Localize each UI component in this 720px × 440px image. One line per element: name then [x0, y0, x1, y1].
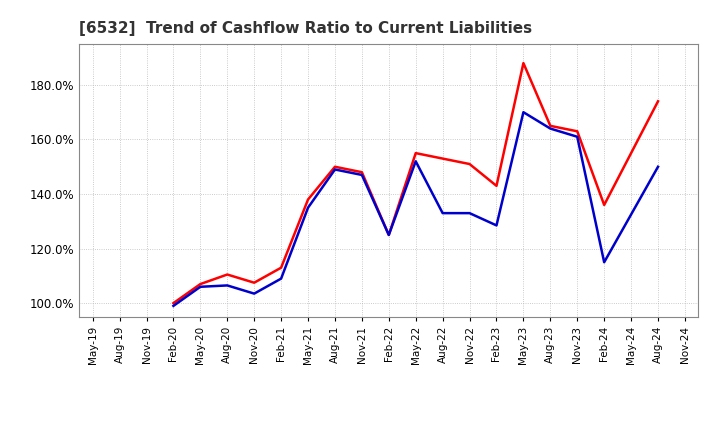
- Free CF to Current Liabilities: [411, 159, 420, 164]
- Operating CF to Current Liabilities: [465, 161, 474, 167]
- Line: Free CF to Current Liabilities: Free CF to Current Liabilities: [174, 112, 658, 306]
- Free CF to Current Liabilities: [492, 223, 501, 228]
- Operating CF to Current Liabilities: [250, 280, 258, 285]
- Free CF to Current Liabilities: [654, 164, 662, 169]
- Free CF to Current Liabilities: [600, 260, 608, 265]
- Operating CF to Current Liabilities: [196, 282, 204, 287]
- Free CF to Current Liabilities: [169, 303, 178, 308]
- Text: [6532]  Trend of Cashflow Ratio to Current Liabilities: [6532] Trend of Cashflow Ratio to Curren…: [79, 21, 532, 36]
- Free CF to Current Liabilities: [438, 210, 447, 216]
- Operating CF to Current Liabilities: [384, 232, 393, 238]
- Operating CF to Current Liabilities: [330, 164, 339, 169]
- Operating CF to Current Liabilities: [411, 150, 420, 156]
- Operating CF to Current Liabilities: [223, 272, 232, 277]
- Free CF to Current Liabilities: [358, 172, 366, 178]
- Operating CF to Current Liabilities: [519, 60, 528, 66]
- Free CF to Current Liabilities: [384, 232, 393, 238]
- Free CF to Current Liabilities: [546, 126, 554, 131]
- Free CF to Current Liabilities: [519, 110, 528, 115]
- Operating CF to Current Liabilities: [600, 202, 608, 208]
- Free CF to Current Liabilities: [276, 276, 285, 281]
- Operating CF to Current Liabilities: [546, 123, 554, 128]
- Operating CF to Current Liabilities: [304, 197, 312, 202]
- Operating CF to Current Liabilities: [358, 169, 366, 175]
- Free CF to Current Liabilities: [196, 284, 204, 290]
- Operating CF to Current Liabilities: [276, 265, 285, 270]
- Operating CF to Current Liabilities: [169, 301, 178, 306]
- Operating CF to Current Liabilities: [492, 183, 501, 188]
- Free CF to Current Liabilities: [304, 205, 312, 210]
- Operating CF to Current Liabilities: [438, 156, 447, 161]
- Free CF to Current Liabilities: [465, 210, 474, 216]
- Line: Operating CF to Current Liabilities: Operating CF to Current Liabilities: [174, 63, 658, 303]
- Free CF to Current Liabilities: [573, 134, 582, 139]
- Free CF to Current Liabilities: [330, 167, 339, 172]
- Free CF to Current Liabilities: [250, 291, 258, 296]
- Legend: Operating CF to Current Liabilities, Free CF to Current Liabilities: Operating CF to Current Liabilities, Fre…: [137, 438, 641, 440]
- Operating CF to Current Liabilities: [654, 99, 662, 104]
- Free CF to Current Liabilities: [223, 283, 232, 288]
- Operating CF to Current Liabilities: [573, 128, 582, 134]
